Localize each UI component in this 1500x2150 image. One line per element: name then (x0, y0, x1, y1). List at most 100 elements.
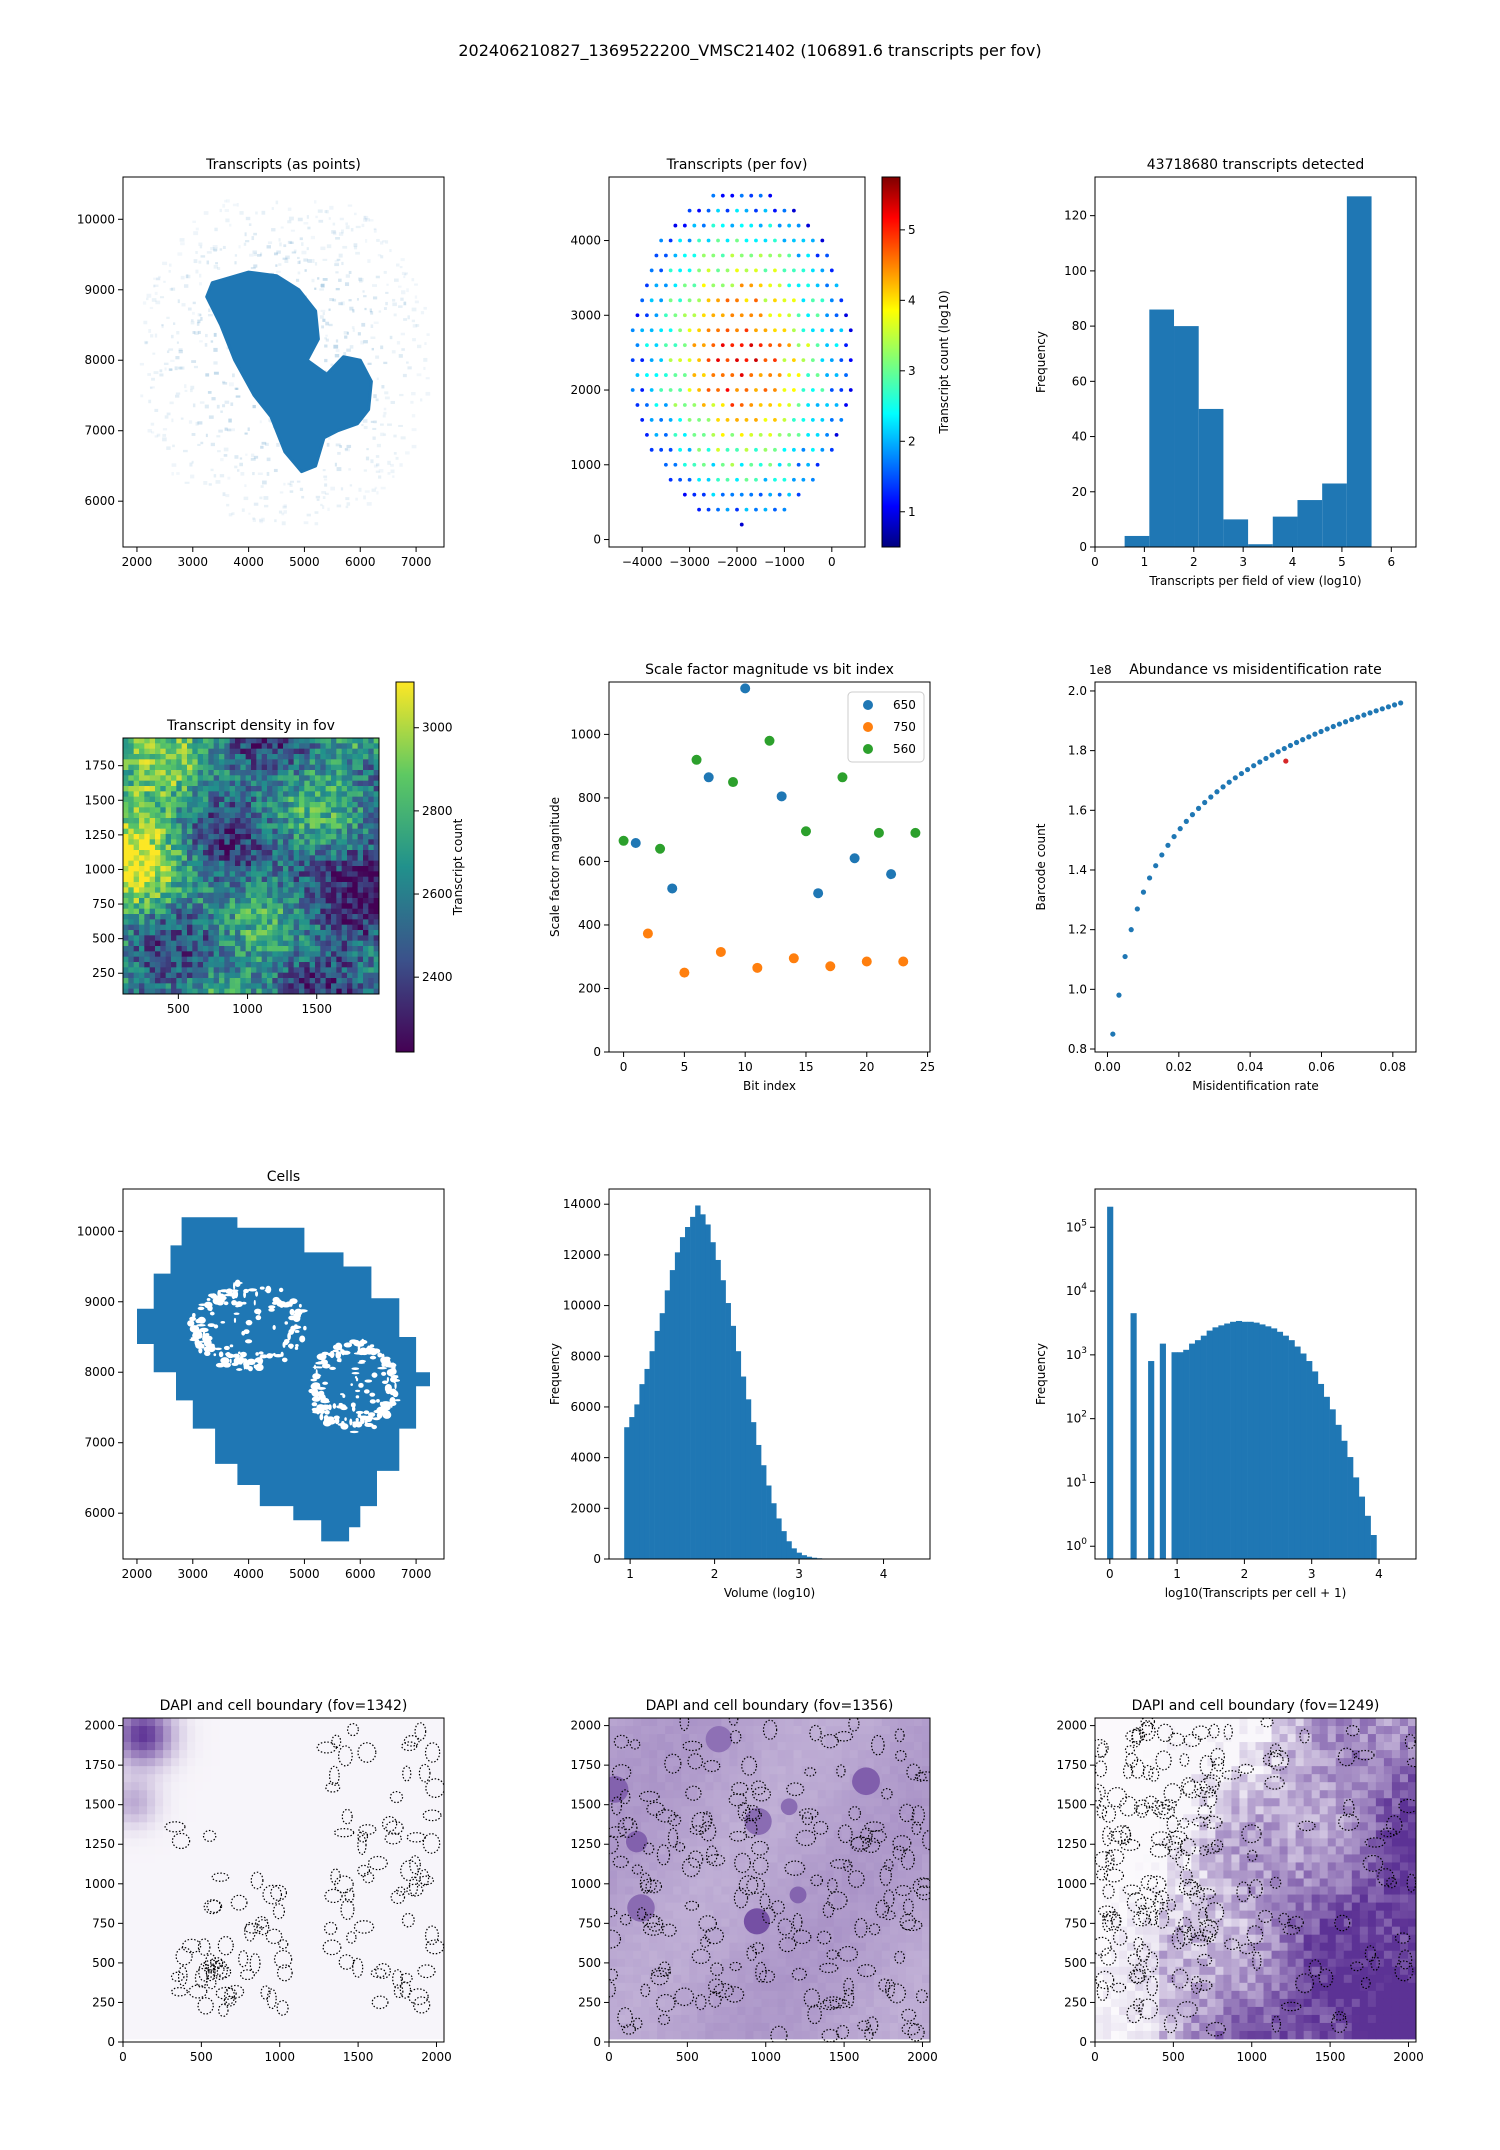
transcript-point (188, 420, 193, 424)
heatmap-cell (165, 844, 172, 851)
heatmap-cell (368, 919, 375, 926)
fov-point (668, 238, 673, 243)
transcript-point (154, 291, 158, 295)
dapi-pixel (227, 1750, 236, 1759)
heatmap-cell (352, 956, 359, 963)
heatmap-cell (144, 754, 151, 760)
dapi-pixel (187, 1990, 196, 2000)
cell-gap (253, 1300, 256, 1306)
volume-bar (811, 1557, 818, 1559)
transcript-point (360, 340, 365, 345)
dapi-pixel (267, 1902, 276, 1911)
transcript-point (344, 335, 348, 339)
heatmap-cell (123, 866, 129, 872)
heatmap-cell (272, 871, 279, 878)
heatmap-cell (224, 876, 231, 883)
dapi-pixel (139, 1998, 148, 2008)
transcript-point (344, 448, 349, 451)
fov-point (663, 283, 668, 288)
heatmap-cell (251, 951, 257, 958)
heatmap-cell (368, 887, 375, 894)
heatmap-cell (277, 903, 284, 910)
heatmap-cell (224, 823, 231, 830)
heatmap-cell (245, 748, 252, 755)
fov-point (663, 462, 668, 467)
cell-gap (256, 1357, 263, 1361)
cell-gap (363, 1389, 370, 1394)
heatmap-cell (272, 754, 279, 760)
transcript-point (403, 301, 407, 306)
heatmap-cell (261, 946, 268, 952)
dapi-pixel (227, 1830, 236, 1839)
volume-bar (796, 1552, 802, 1559)
heatmap-cell (320, 780, 327, 787)
heatmap-cell (251, 828, 257, 835)
heatmap-cell (299, 780, 305, 787)
heatmap-cell (304, 871, 311, 878)
dapi-pixel (171, 1950, 180, 1960)
abundance-point (1275, 749, 1281, 755)
transcript-point (403, 275, 406, 279)
per-cell-bar (1347, 1457, 1354, 1559)
dapi-pixel (203, 1774, 212, 1783)
fov-point (782, 477, 787, 482)
transcript-point (154, 408, 159, 412)
heatmap-cell (320, 770, 327, 776)
heatmap-cell (208, 796, 215, 803)
heatmap-cell (197, 972, 204, 979)
fov-point (659, 447, 664, 452)
fov-point (806, 373, 811, 377)
fov-point (678, 418, 683, 422)
fov-point (682, 313, 687, 318)
heatmap-cell (320, 946, 327, 952)
dapi-pixel (283, 1886, 292, 1895)
heatmap-cell (277, 892, 284, 899)
heatmap-cell (203, 983, 209, 990)
cell-gap (381, 1353, 385, 1360)
fov-point (749, 373, 754, 377)
heatmap-cell (187, 972, 193, 979)
heatmap-cell (363, 791, 369, 798)
cell-gap (209, 1343, 215, 1348)
dapi-pixel (283, 2030, 292, 2040)
transcript-point (315, 215, 318, 219)
heatmap-cell (251, 940, 257, 947)
heatmap-cell (251, 956, 257, 963)
heatmap-cell (224, 972, 231, 979)
transcript-point (326, 244, 332, 249)
fov-point (768, 343, 773, 348)
heatmap-cell (331, 892, 337, 899)
transcript-point (234, 455, 239, 459)
heatmap-cell (219, 956, 225, 963)
transcript-point (198, 260, 202, 264)
transcript-point (338, 253, 343, 258)
cell-gap (355, 1417, 359, 1422)
heatmap-cell (256, 850, 263, 856)
heatmap-cell (256, 844, 263, 851)
heatmap-cell (235, 828, 241, 835)
transcript-point (231, 512, 235, 516)
fov-point (692, 313, 697, 318)
heatmap-cell (176, 786, 183, 792)
dapi-pixel (227, 1862, 236, 1871)
fov-point (706, 388, 711, 392)
dapi-pixel (147, 1966, 156, 1976)
heatmap-cell (181, 903, 188, 910)
fov-point (829, 447, 834, 452)
heatmap-cell (165, 946, 172, 952)
heatmap-cell (187, 978, 193, 984)
transcript-point (317, 209, 323, 213)
dapi-pixel (139, 1726, 148, 1735)
heatmap-cell (299, 850, 305, 856)
transcript-point (317, 277, 320, 280)
dapi-pixel (195, 1830, 204, 1839)
heatmap-cell (373, 978, 380, 984)
heatmap-cell (160, 924, 167, 931)
cell-gap (343, 1342, 353, 1348)
heatmap-cell (181, 759, 188, 766)
heatmap-cell (123, 828, 129, 835)
dapi-pixel (123, 2006, 132, 2016)
transcript-point (213, 248, 217, 252)
heatmap-cell (373, 930, 380, 936)
heatmap-cell (320, 866, 327, 872)
